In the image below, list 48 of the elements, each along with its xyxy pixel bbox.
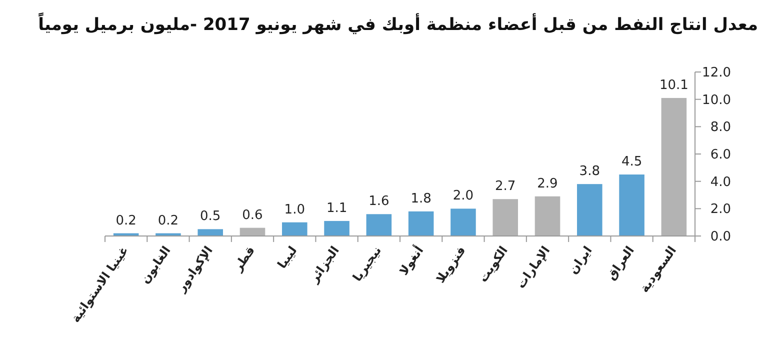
data-label: 0.6: [242, 208, 263, 223]
chart-title: معدل انتاج النفط من قبل أعضاء منظمة أوبك في شهر يونيو 2017 -مليون برميل يومياً: [38, 11, 758, 35]
data-label: 1.6: [368, 194, 390, 210]
bar: [366, 214, 392, 236]
x-tick-label: الكويت: [476, 244, 510, 285]
data-label: 1.8: [410, 191, 432, 206]
data-label: 2.7: [495, 179, 516, 194]
x-tick-label: الغابون: [138, 244, 174, 286]
x-tick-label: ايران: [566, 244, 595, 277]
y-tick-label: 0.0: [710, 230, 731, 244]
y-tick-label: 4.0: [710, 174, 731, 190]
x-tick-label: غينيا الاستوائية: [68, 244, 132, 326]
data-label: 10.1: [659, 78, 688, 93]
bar: [661, 98, 687, 236]
x-tick-label: أنغولا: [396, 243, 426, 278]
bar: [619, 174, 644, 236]
x-tick-label: العراق: [604, 244, 637, 282]
x-tick-label: فنزويلا: [433, 244, 468, 286]
bar: [408, 211, 434, 236]
bar: [492, 199, 518, 236]
x-tick-label: قطر: [230, 244, 258, 275]
data-label: 4.5: [621, 154, 642, 170]
y-tick-label: 2.0: [710, 202, 731, 218]
data-label: 2.9: [537, 176, 558, 192]
bar: [534, 196, 560, 236]
x-tick-label: الجزائر: [306, 244, 342, 286]
bar: [324, 220, 350, 236]
bar: [577, 184, 602, 236]
bar: [450, 208, 476, 236]
x-tick-label: السعودية: [637, 244, 680, 296]
data-label: 2.0: [452, 188, 474, 204]
data-label: 1.1: [326, 200, 348, 216]
y-tick-label: 8.0: [710, 120, 731, 136]
x-tick-label: الإكوادور: [174, 244, 216, 296]
bar: [282, 222, 308, 236]
x-tick-label: نيجيريا: [350, 244, 384, 284]
x-tick-label: الإمارات: [514, 244, 553, 291]
data-label: 0.2: [116, 213, 136, 228]
y-tick-label: 10.0: [702, 92, 731, 108]
data-label: 1.0: [284, 202, 305, 218]
bar: [240, 228, 266, 236]
x-tick-label: ليبيا: [274, 244, 300, 272]
bar: [198, 229, 223, 236]
data-label: 0.2: [158, 213, 179, 228]
y-tick-label: 12.0: [702, 66, 731, 80]
y-tick-label: 6.0: [710, 148, 731, 162]
data-label: 0.5: [200, 209, 221, 224]
data-label: 3.8: [579, 164, 600, 180]
